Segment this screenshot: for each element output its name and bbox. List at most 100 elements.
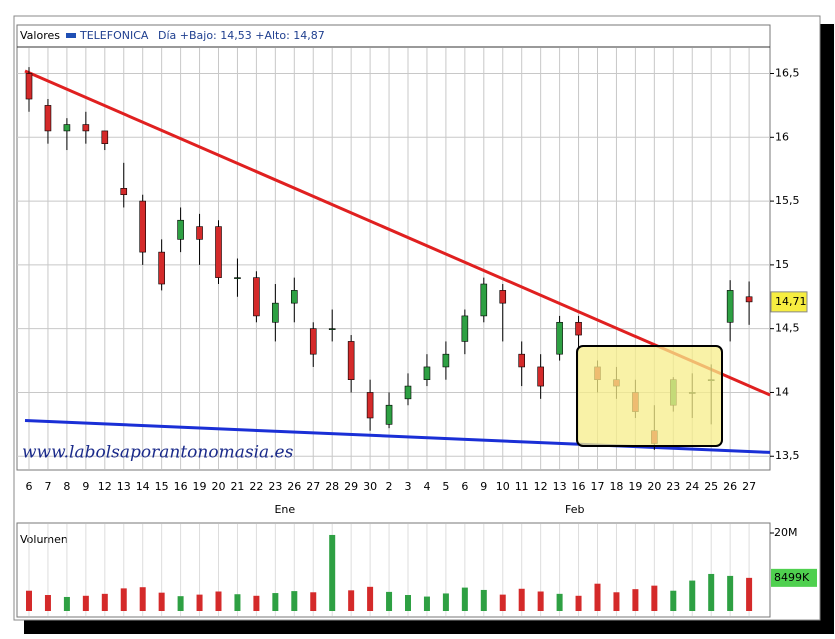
volume-last-box [771, 568, 817, 587]
x-tick-label: 11 [515, 480, 529, 493]
y-tick-label: 14,5 [775, 322, 800, 335]
volume-bar [196, 594, 203, 611]
volume-bar [727, 575, 734, 611]
volume-last-label: 8499K [774, 571, 810, 584]
x-tick-label: 18 [609, 480, 623, 493]
volume-bar [632, 589, 639, 611]
candle-body [480, 283, 488, 317]
candle-body [461, 315, 469, 342]
candle-body [177, 219, 184, 240]
last-price-label: 14,71 [775, 295, 807, 308]
candle-body [234, 277, 241, 279]
candle-body [518, 353, 526, 368]
candle-body [139, 200, 146, 253]
volume-bar [348, 590, 355, 611]
volume-bar [158, 592, 165, 611]
volume-bar [594, 583, 601, 611]
x-tick-label: 3 [405, 480, 412, 493]
x-tick-label: 20 [212, 480, 226, 493]
volume-bar [253, 595, 260, 611]
x-tick-label: 9 [82, 480, 89, 493]
y-tick-label: 16 [775, 130, 789, 143]
volume-bar [44, 595, 51, 611]
volume-bar [291, 591, 298, 611]
plot: 6 7 8 9 12 13 14 15 16 19 20 21 22 23 26 27 28 29 30 2 3 4 5 6 9… [17, 48, 817, 616]
x-tick-label: 15 [155, 480, 169, 493]
volume-bar [215, 591, 222, 611]
volume-tick-label: 20M [774, 526, 798, 539]
volume-bar [63, 596, 70, 611]
candle-body [196, 226, 203, 240]
candle-body [745, 296, 753, 303]
x-tick-label: 27 [742, 480, 756, 493]
x-tick-label: 22 [249, 480, 263, 493]
month-label: Ene [274, 503, 295, 516]
volume-label: Volumen [20, 533, 68, 546]
candle-body [309, 328, 317, 355]
volume-bar [689, 580, 696, 611]
x-tick-label: 21 [230, 480, 244, 493]
x-tick-label: 12 [534, 480, 548, 493]
x-tick-label: 2 [386, 480, 393, 493]
x-tick-label: 13 [117, 480, 131, 493]
volume-bar [613, 592, 620, 611]
volume-bar [651, 585, 658, 611]
last-price-box [770, 291, 808, 313]
candle-body [158, 251, 165, 285]
day-range: Día +Bajo: 14,53 +Alto: 14,87 [158, 29, 325, 42]
x-tick-label: 19 [193, 480, 207, 493]
header-label: Valores [20, 29, 60, 42]
volume-bar [746, 577, 753, 611]
candle-body [328, 328, 336, 330]
x-tick-label: 9 [480, 480, 487, 493]
volume-bar [101, 593, 108, 611]
y-tick-label: 15 [775, 258, 789, 271]
x-tick-label: 4 [423, 480, 430, 493]
y-tick-label: 14 [775, 385, 789, 398]
candle-body [423, 366, 431, 380]
x-tick-label: 20 [647, 480, 661, 493]
x-tick-label: 26 [287, 480, 301, 493]
x-tick-label: 16 [572, 480, 586, 493]
volume-bar [537, 591, 544, 611]
x-tick-label: 12 [98, 480, 112, 493]
candle-body [347, 341, 355, 380]
volume-bar [234, 594, 241, 611]
x-tick-label: 19 [628, 480, 642, 493]
legend-swatch [66, 33, 76, 38]
volume-bar [518, 588, 525, 611]
x-tick-label: 7 [44, 480, 51, 493]
candle-body [290, 290, 298, 304]
watermark: www.labolsaporantonomasia.es [22, 443, 294, 463]
volume-bar [139, 587, 146, 611]
y-tick-label: 16,5 [775, 67, 800, 80]
x-tick-label: 13 [553, 480, 567, 493]
x-tick-label: 27 [306, 480, 320, 493]
x-tick-label: 14 [136, 480, 150, 493]
candle-body [253, 277, 260, 317]
volume-bar [405, 595, 411, 611]
x-tick-label: 25 [704, 480, 718, 493]
candle-body [726, 290, 734, 323]
candle-body [366, 392, 374, 419]
volume-bar [423, 596, 430, 611]
candle-body [44, 105, 52, 132]
month-label: Feb [565, 503, 584, 516]
candle-body [499, 290, 507, 304]
trendline [24, 69, 771, 397]
candle-body [63, 124, 71, 132]
volume-bar [120, 588, 127, 611]
x-tick-label: 24 [685, 480, 699, 493]
candle-body [556, 321, 563, 355]
candle-body [442, 353, 450, 368]
volume-bar [82, 595, 89, 611]
x-tick-label: 8 [63, 480, 70, 493]
trendline [24, 419, 771, 454]
volume-bar [310, 592, 317, 611]
candle-body [575, 321, 582, 336]
x-tick-label: 30 [363, 480, 377, 493]
y-tick-label: 13,5 [775, 449, 800, 462]
candle-body [385, 404, 393, 425]
